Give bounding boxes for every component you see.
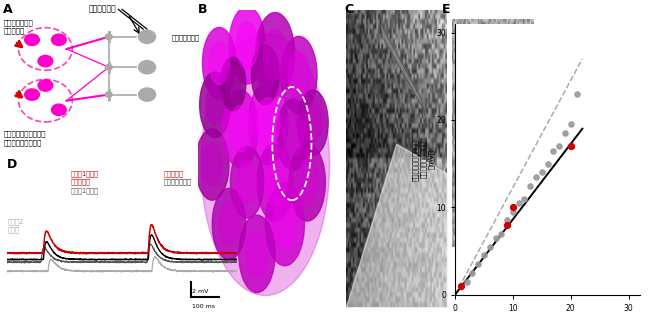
Text: A: A: [3, 3, 13, 16]
Circle shape: [105, 64, 112, 70]
Point: [548, 148, 558, 153]
Text: E: E: [442, 3, 450, 16]
Circle shape: [289, 144, 326, 221]
Point: [531, 174, 541, 179]
Circle shape: [281, 36, 317, 114]
Circle shape: [264, 159, 286, 206]
Circle shape: [105, 92, 112, 97]
Point: [525, 183, 536, 188]
Point: [479, 253, 489, 258]
Text: 予想された応答: 予想された応答: [163, 178, 191, 184]
Circle shape: [212, 188, 246, 260]
Circle shape: [265, 182, 304, 266]
Circle shape: [226, 68, 240, 100]
Ellipse shape: [201, 33, 330, 295]
Text: 糸球体2: 糸球体2: [8, 218, 24, 225]
Circle shape: [24, 33, 40, 46]
Point: [566, 122, 576, 127]
Circle shape: [230, 146, 264, 218]
Point: [508, 209, 518, 214]
Point: [473, 262, 484, 267]
Circle shape: [220, 57, 246, 111]
Text: を刺激: を刺激: [8, 226, 20, 233]
Circle shape: [222, 90, 258, 167]
Circle shape: [219, 203, 239, 245]
Circle shape: [24, 88, 40, 101]
Text: B: B: [198, 3, 208, 16]
Point: [554, 144, 564, 149]
Text: 光感受性タンパク質を: 光感受性タンパク質を: [3, 131, 46, 137]
Point: [560, 131, 570, 136]
Point: [490, 236, 501, 241]
Circle shape: [298, 90, 328, 156]
Circle shape: [304, 103, 322, 142]
Circle shape: [202, 143, 222, 186]
Circle shape: [237, 161, 257, 204]
Point: [537, 170, 547, 175]
Circle shape: [236, 22, 258, 68]
Text: C: C: [344, 3, 354, 16]
Text: 発現している糸球体: 発現している糸球体: [3, 140, 42, 146]
Circle shape: [252, 45, 280, 105]
Circle shape: [51, 103, 67, 116]
Text: キノコ体の細胞: キノコ体の細胞: [172, 35, 200, 42]
Point: [462, 279, 472, 284]
Circle shape: [105, 34, 112, 40]
Circle shape: [38, 79, 53, 92]
Point: [456, 283, 466, 288]
Y-axis label: 同時に刺激したときの
実際の応答の大きさ
（mV）: 同時に刺激したときの 実際の応答の大きさ （mV）: [412, 138, 435, 181]
Circle shape: [138, 87, 156, 102]
Circle shape: [288, 52, 310, 98]
Circle shape: [296, 159, 318, 206]
Circle shape: [283, 113, 304, 156]
Point: [496, 231, 506, 236]
Point: [514, 200, 524, 205]
Text: 糸球体1を刺激: 糸球体1を刺激: [71, 187, 99, 194]
Point: [542, 161, 552, 166]
Text: 膜電位を記録: 膜電位を記録: [89, 4, 117, 13]
Circle shape: [273, 199, 296, 249]
Text: 糸球体1と２を: 糸球体1と２を: [71, 170, 99, 177]
Text: 2 mV: 2 mV: [192, 289, 209, 294]
Text: よる光刺激: よる光刺激: [3, 27, 25, 34]
Polygon shape: [381, 24, 424, 111]
Circle shape: [202, 27, 236, 99]
Circle shape: [246, 230, 268, 277]
Circle shape: [276, 99, 310, 171]
Circle shape: [196, 129, 229, 200]
Text: 100 ms: 100 ms: [192, 304, 215, 309]
Point: [519, 196, 530, 201]
Circle shape: [257, 57, 274, 93]
Circle shape: [239, 215, 275, 293]
Circle shape: [206, 85, 224, 125]
Circle shape: [248, 81, 288, 165]
Text: 二光子励起法に: 二光子励起法に: [3, 20, 33, 26]
Circle shape: [200, 72, 230, 138]
Circle shape: [209, 42, 229, 85]
Circle shape: [51, 33, 67, 46]
Circle shape: [255, 12, 294, 96]
Circle shape: [229, 106, 251, 152]
Text: 同時に刺激: 同時に刺激: [163, 170, 183, 177]
Text: D: D: [6, 158, 17, 171]
Point: [571, 91, 582, 96]
Ellipse shape: [477, 126, 508, 195]
Circle shape: [38, 55, 53, 68]
Point: [467, 270, 478, 275]
Point: [484, 244, 495, 249]
Circle shape: [257, 144, 293, 221]
Text: 同時に刺激: 同時に刺激: [71, 178, 91, 184]
Circle shape: [138, 60, 156, 74]
Point: [508, 205, 518, 210]
Point: [502, 218, 512, 223]
Circle shape: [256, 98, 280, 148]
Circle shape: [229, 7, 265, 84]
Circle shape: [138, 29, 156, 44]
Point: [502, 222, 512, 227]
Circle shape: [263, 29, 287, 79]
Point: [566, 144, 576, 149]
